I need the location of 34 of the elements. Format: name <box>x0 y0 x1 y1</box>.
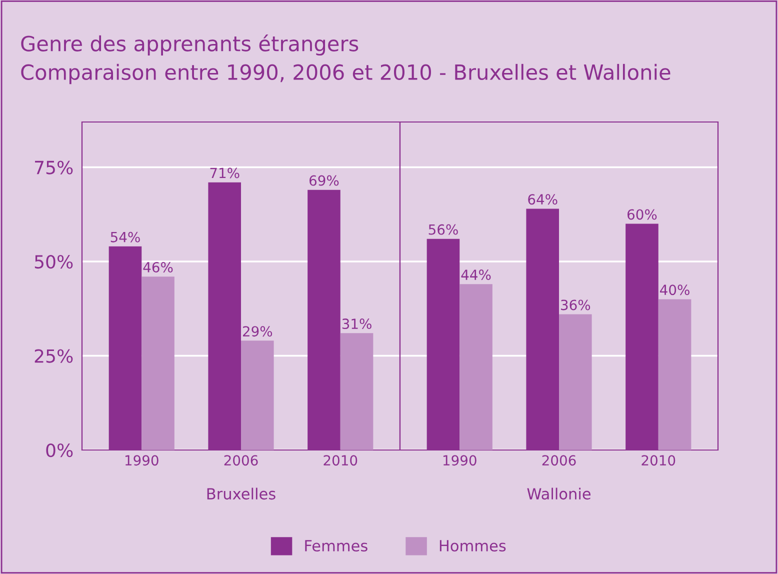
legend-label: Femmes <box>305 540 368 552</box>
bar <box>142 276 174 450</box>
data-label: 60% <box>628 209 657 220</box>
legend-label: Hommes <box>440 540 506 552</box>
bar <box>340 333 374 450</box>
data-label: 36% <box>561 300 590 310</box>
x-tick-label: 2010 <box>642 455 676 466</box>
chart-subtitle: Comparaison entre 1990, 2006 et 2010 - Bruxelles et Wallonie <box>21 64 670 84</box>
x-tick-label: 2006 <box>542 455 576 466</box>
x-tick-label: 1990 <box>125 455 158 466</box>
y-tick-label: 0% <box>46 443 73 458</box>
data-label: 56% <box>428 224 458 235</box>
x-tick-label: 2010 <box>324 455 358 466</box>
data-label: 44% <box>461 270 491 280</box>
bar <box>460 284 492 450</box>
data-label: 64% <box>528 194 558 205</box>
y-tick-label: 75% <box>35 160 73 174</box>
data-label: 69% <box>310 175 339 186</box>
data-label: 46% <box>143 262 173 272</box>
y-tick-label: 25% <box>34 349 73 363</box>
data-label: 31% <box>342 318 372 330</box>
data-label: 54% <box>110 232 140 242</box>
bar <box>559 314 592 450</box>
data-label: 40% <box>660 284 690 296</box>
x-tick-label: 2006 <box>224 455 258 466</box>
x-tick-label: 1990 <box>443 455 476 466</box>
data-label: 29% <box>242 326 272 337</box>
chart-title: Genre des apprenants étrangers <box>21 34 358 56</box>
bar <box>658 299 692 450</box>
data-label: 71% <box>210 168 240 178</box>
x-axis-title: Wallonie <box>527 488 591 500</box>
y-tick-label: 50% <box>34 254 73 269</box>
bar <box>241 340 274 450</box>
x-axis-title: Bruxelles <box>207 488 276 500</box>
